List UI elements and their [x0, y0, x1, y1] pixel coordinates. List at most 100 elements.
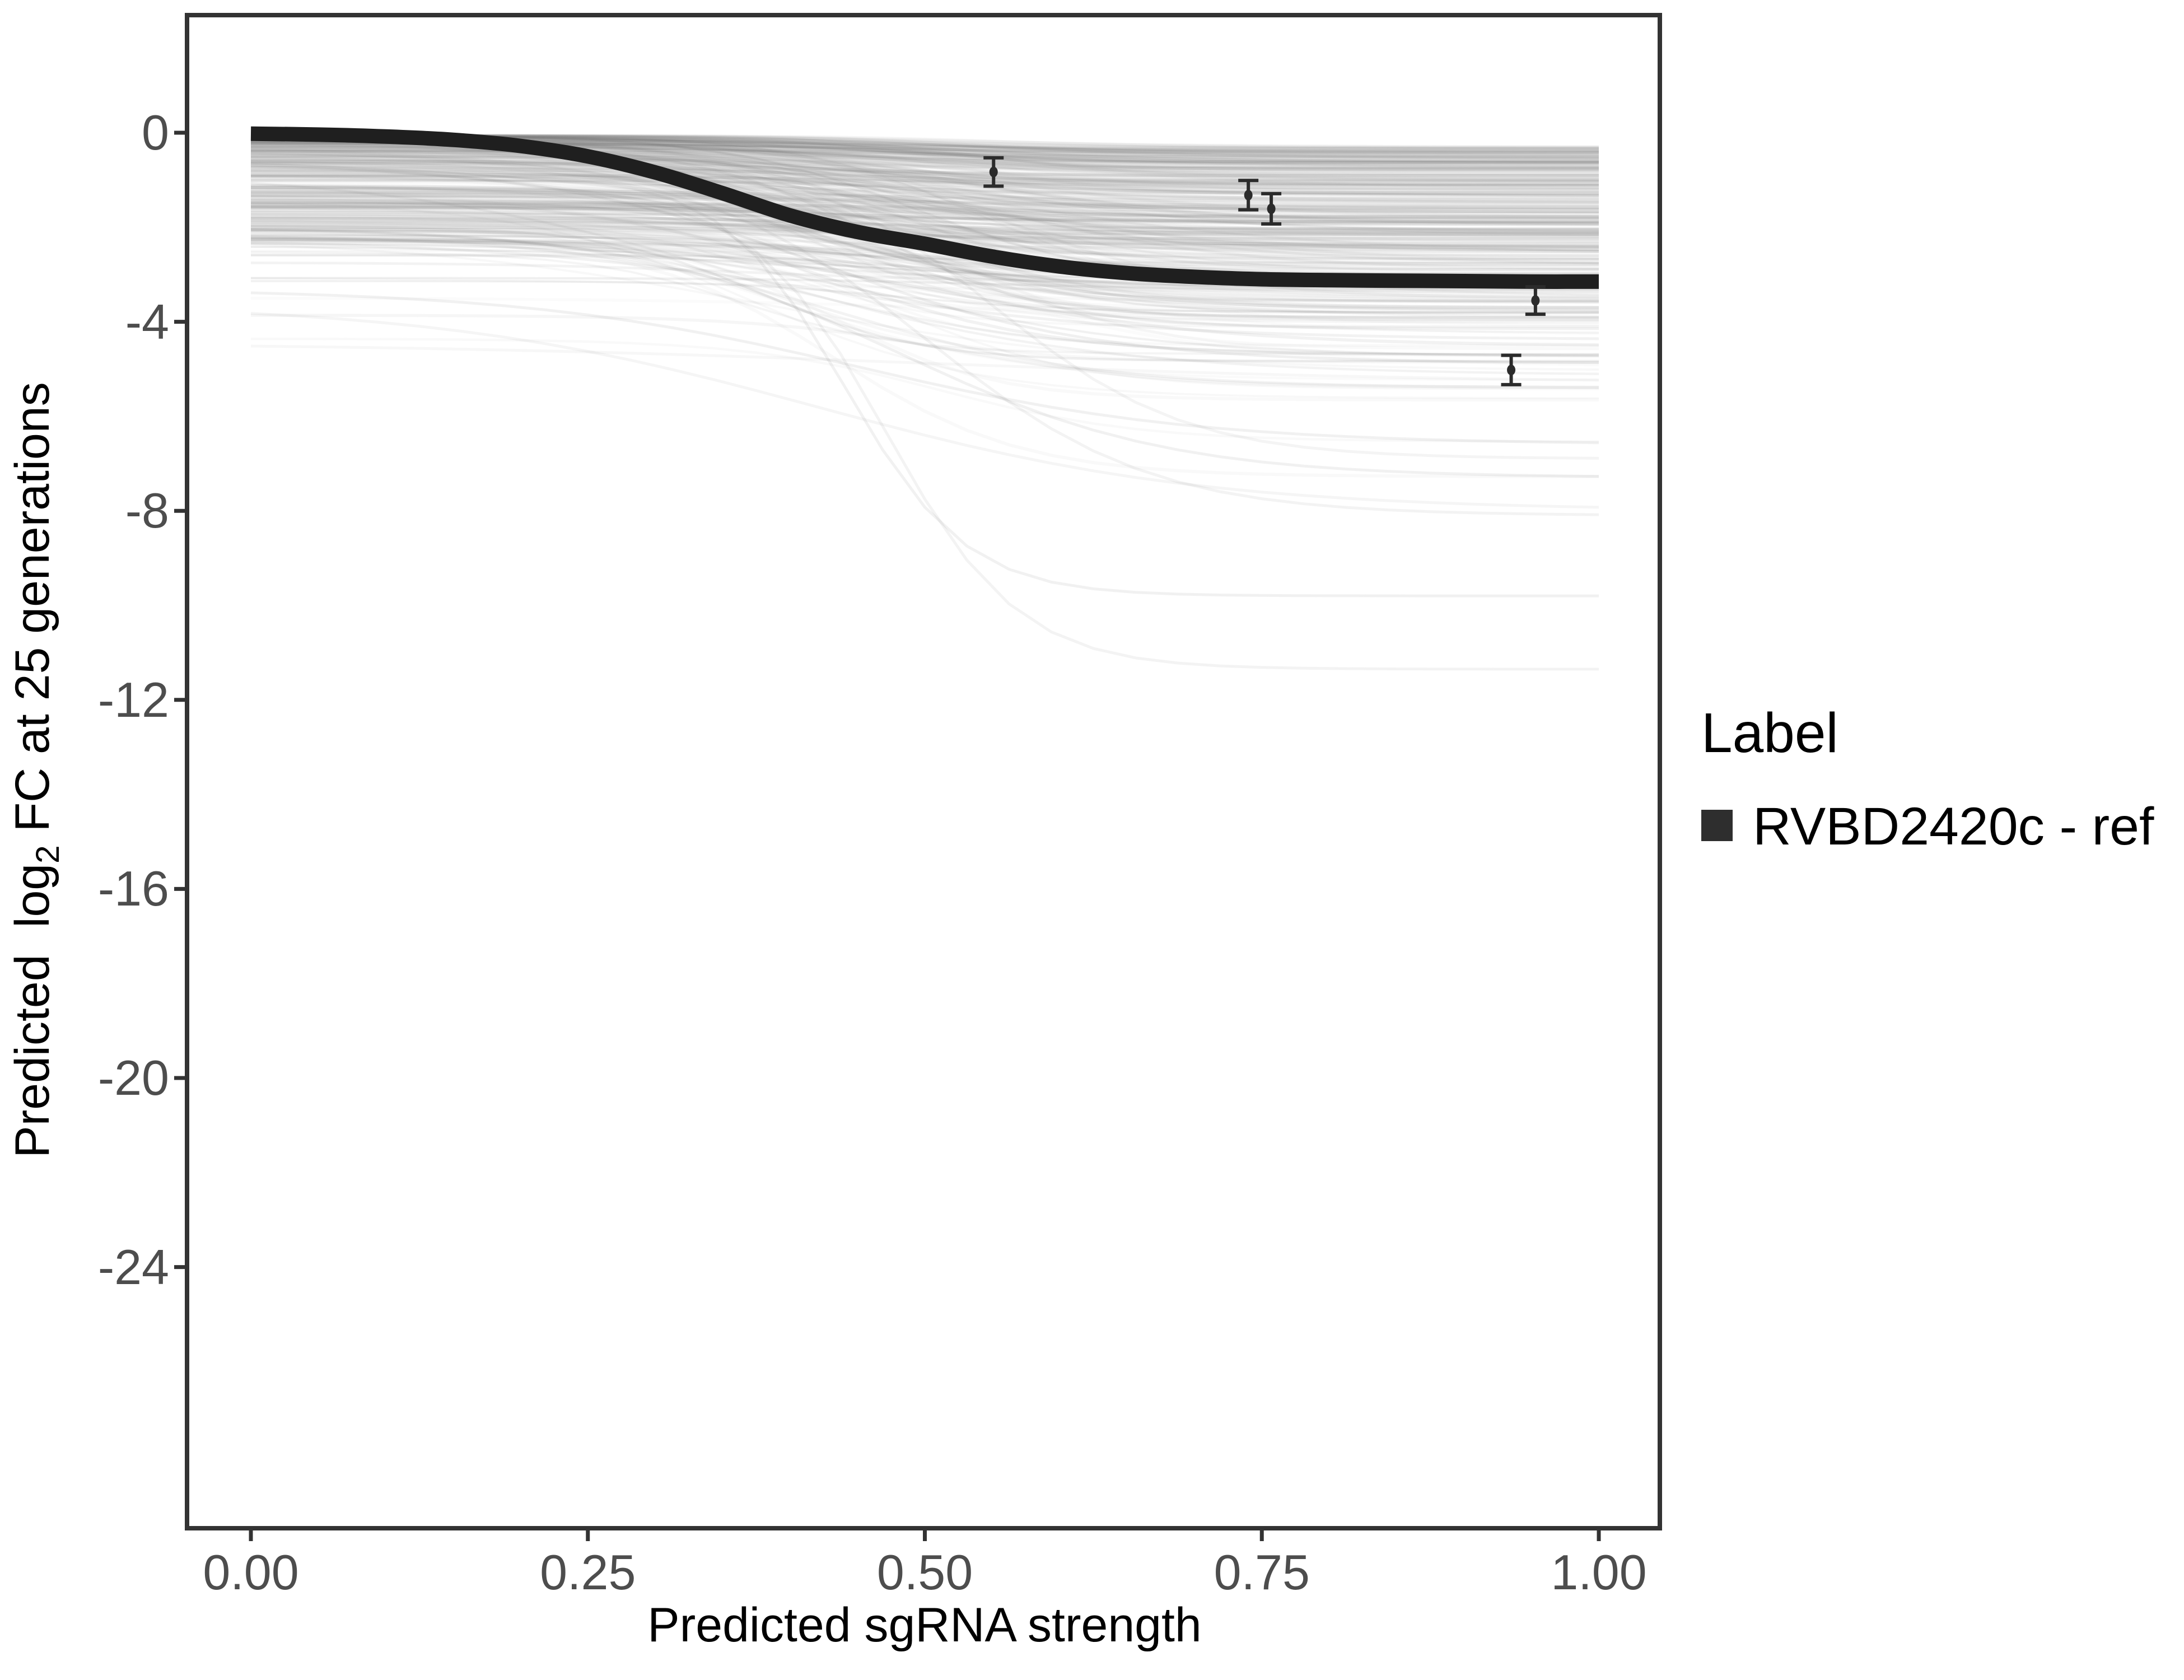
axis-tick-marks: [174, 130, 1601, 1541]
posterior-draw-curve: [251, 162, 1599, 214]
posterior-draw-curve: [251, 166, 1599, 184]
posterior-draw-curve: [250, 160, 1599, 324]
posterior-draw-curve: [250, 185, 1599, 204]
posterior-draw-curve: [250, 219, 1599, 276]
posterior-draw-curve: [250, 239, 1599, 303]
posterior-draw-curve: [250, 152, 1599, 174]
posterior-draw-curve: [251, 224, 1599, 319]
posterior-draw-curve: [251, 189, 1599, 204]
posterior-draw-curve: [250, 170, 1599, 233]
posterior-draw-curve: [250, 171, 1599, 186]
posterior-draw-curve: [251, 207, 1599, 223]
posterior-draw-curve: [250, 175, 1599, 226]
posterior-draw-curve: [250, 154, 1599, 192]
posterior-draw-curve: [250, 199, 1599, 213]
posterior-draw-curve: [250, 160, 1599, 516]
posterior-draw-curve: [250, 188, 1599, 231]
posterior-draw-curve: [251, 174, 1599, 223]
error-bar-point: [1525, 285, 1546, 316]
posterior-draw-curve: [250, 164, 1599, 183]
posterior-draw-curve: [250, 150, 1599, 267]
posterior-draw-curve: [250, 234, 1599, 264]
error-bar-points: [983, 156, 1546, 386]
error-bar-point: [1501, 353, 1522, 386]
y-tick-label: -8: [125, 483, 169, 539]
posterior-draw-curve: [250, 145, 1599, 234]
posterior-draw-curve: [250, 203, 1599, 218]
posterior-draw-curve: [250, 228, 1599, 356]
posterior-draw-curve: [250, 159, 1599, 208]
posterior-draw-curve: [251, 249, 1599, 267]
posterior-draw-curve: [250, 214, 1599, 234]
x-axis-title: Predicted sgRNA strength: [647, 1598, 1202, 1652]
posterior-draw-curve: [250, 211, 1599, 227]
posterior-draw-curve: [251, 204, 1599, 260]
error-bar-point: [983, 156, 1004, 188]
posterior-draw-curve: [250, 216, 1599, 236]
posterior-draw-curve: [250, 146, 1599, 204]
posterior-draw-curve: [250, 213, 1599, 347]
posterior-draw-curve: [250, 147, 1599, 225]
posterior-draw-curve: [250, 150, 1599, 170]
posterior-draw-curve: [250, 213, 1599, 237]
error-bar-point: [1261, 192, 1282, 226]
posterior-draw-curve: [250, 312, 1599, 509]
posterior-draw-curve: [250, 198, 1599, 231]
posterior-draw-curve: [250, 174, 1599, 303]
point-marker: [1507, 365, 1516, 376]
posterior-draw-curve: [250, 165, 1599, 365]
error-bar-point: [1238, 179, 1259, 212]
posterior-draw-curve: [250, 148, 1599, 163]
posterior-draw-curve: [250, 236, 1599, 389]
y-axis-title: Predicted log2 FC at 25 generations: [4, 154, 66, 1386]
posterior-draw-curve: [251, 238, 1599, 290]
posterior-draw-curve: [251, 218, 1599, 240]
y-axis-title-subscript: 2: [30, 845, 67, 864]
posterior-draw-curve: [250, 160, 1599, 183]
x-tick-label: 0.50: [876, 1544, 973, 1600]
posterior-draw-curve: [251, 241, 1599, 267]
posterior-draw-curve: [251, 206, 1599, 224]
point-marker: [1531, 295, 1540, 306]
posterior-draw-curve: [250, 169, 1599, 213]
posterior-draw-curve: [250, 174, 1599, 598]
posterior-draw-curve: [251, 206, 1599, 302]
posterior-draw-curve: [251, 194, 1599, 247]
posterior-draw-curve: [250, 291, 1599, 445]
posterior-draw-curve: [250, 228, 1599, 243]
posterior-draw-curve: [250, 237, 1599, 272]
posterior-draw-curve: [251, 277, 1599, 291]
y-tick-label: -4: [125, 293, 169, 349]
posterior-draw-curve: [251, 151, 1599, 166]
posterior-draw-curve: [251, 202, 1599, 217]
posterior-draw-curve: [250, 192, 1599, 218]
posterior-draw-curve: [250, 198, 1599, 357]
posterior-draw-curve: [250, 157, 1599, 198]
posterior-draw-curve: [251, 149, 1599, 175]
posterior-draw-curve: [250, 164, 1599, 253]
posterior-draw-curve: [251, 173, 1599, 189]
posterior-draw-curve: [250, 344, 1599, 382]
posterior-draw-curve: [250, 239, 1599, 478]
posterior-draw-curve: [251, 160, 1599, 176]
posterior-draw-curve: [250, 153, 1599, 210]
posterior-draw-curve: [250, 164, 1599, 183]
posterior-draw-curve: [250, 184, 1599, 315]
posterior-draw-curve: [251, 203, 1599, 218]
posterior-draw-curve: [250, 223, 1599, 293]
x-tick-label: 0.75: [1214, 1544, 1310, 1600]
posterior-draw-curve: [251, 204, 1599, 220]
posterior-draw-curve: [250, 181, 1599, 375]
posterior-draw-curve: [250, 151, 1599, 236]
posterior-draw-curve: [250, 277, 1599, 293]
posterior-draw-curve: [250, 162, 1599, 251]
posterior-draw-curve: [250, 169, 1599, 202]
posterior-draw-curve: [251, 213, 1599, 230]
y-axis-title-suffix: FC at 25 generations: [6, 382, 59, 846]
posterior-draw-curve: [250, 228, 1599, 478]
y-tick-label: -12: [97, 671, 169, 727]
posterior-draw-curve: [250, 147, 1599, 225]
x-tick-label: 0.25: [540, 1544, 636, 1600]
